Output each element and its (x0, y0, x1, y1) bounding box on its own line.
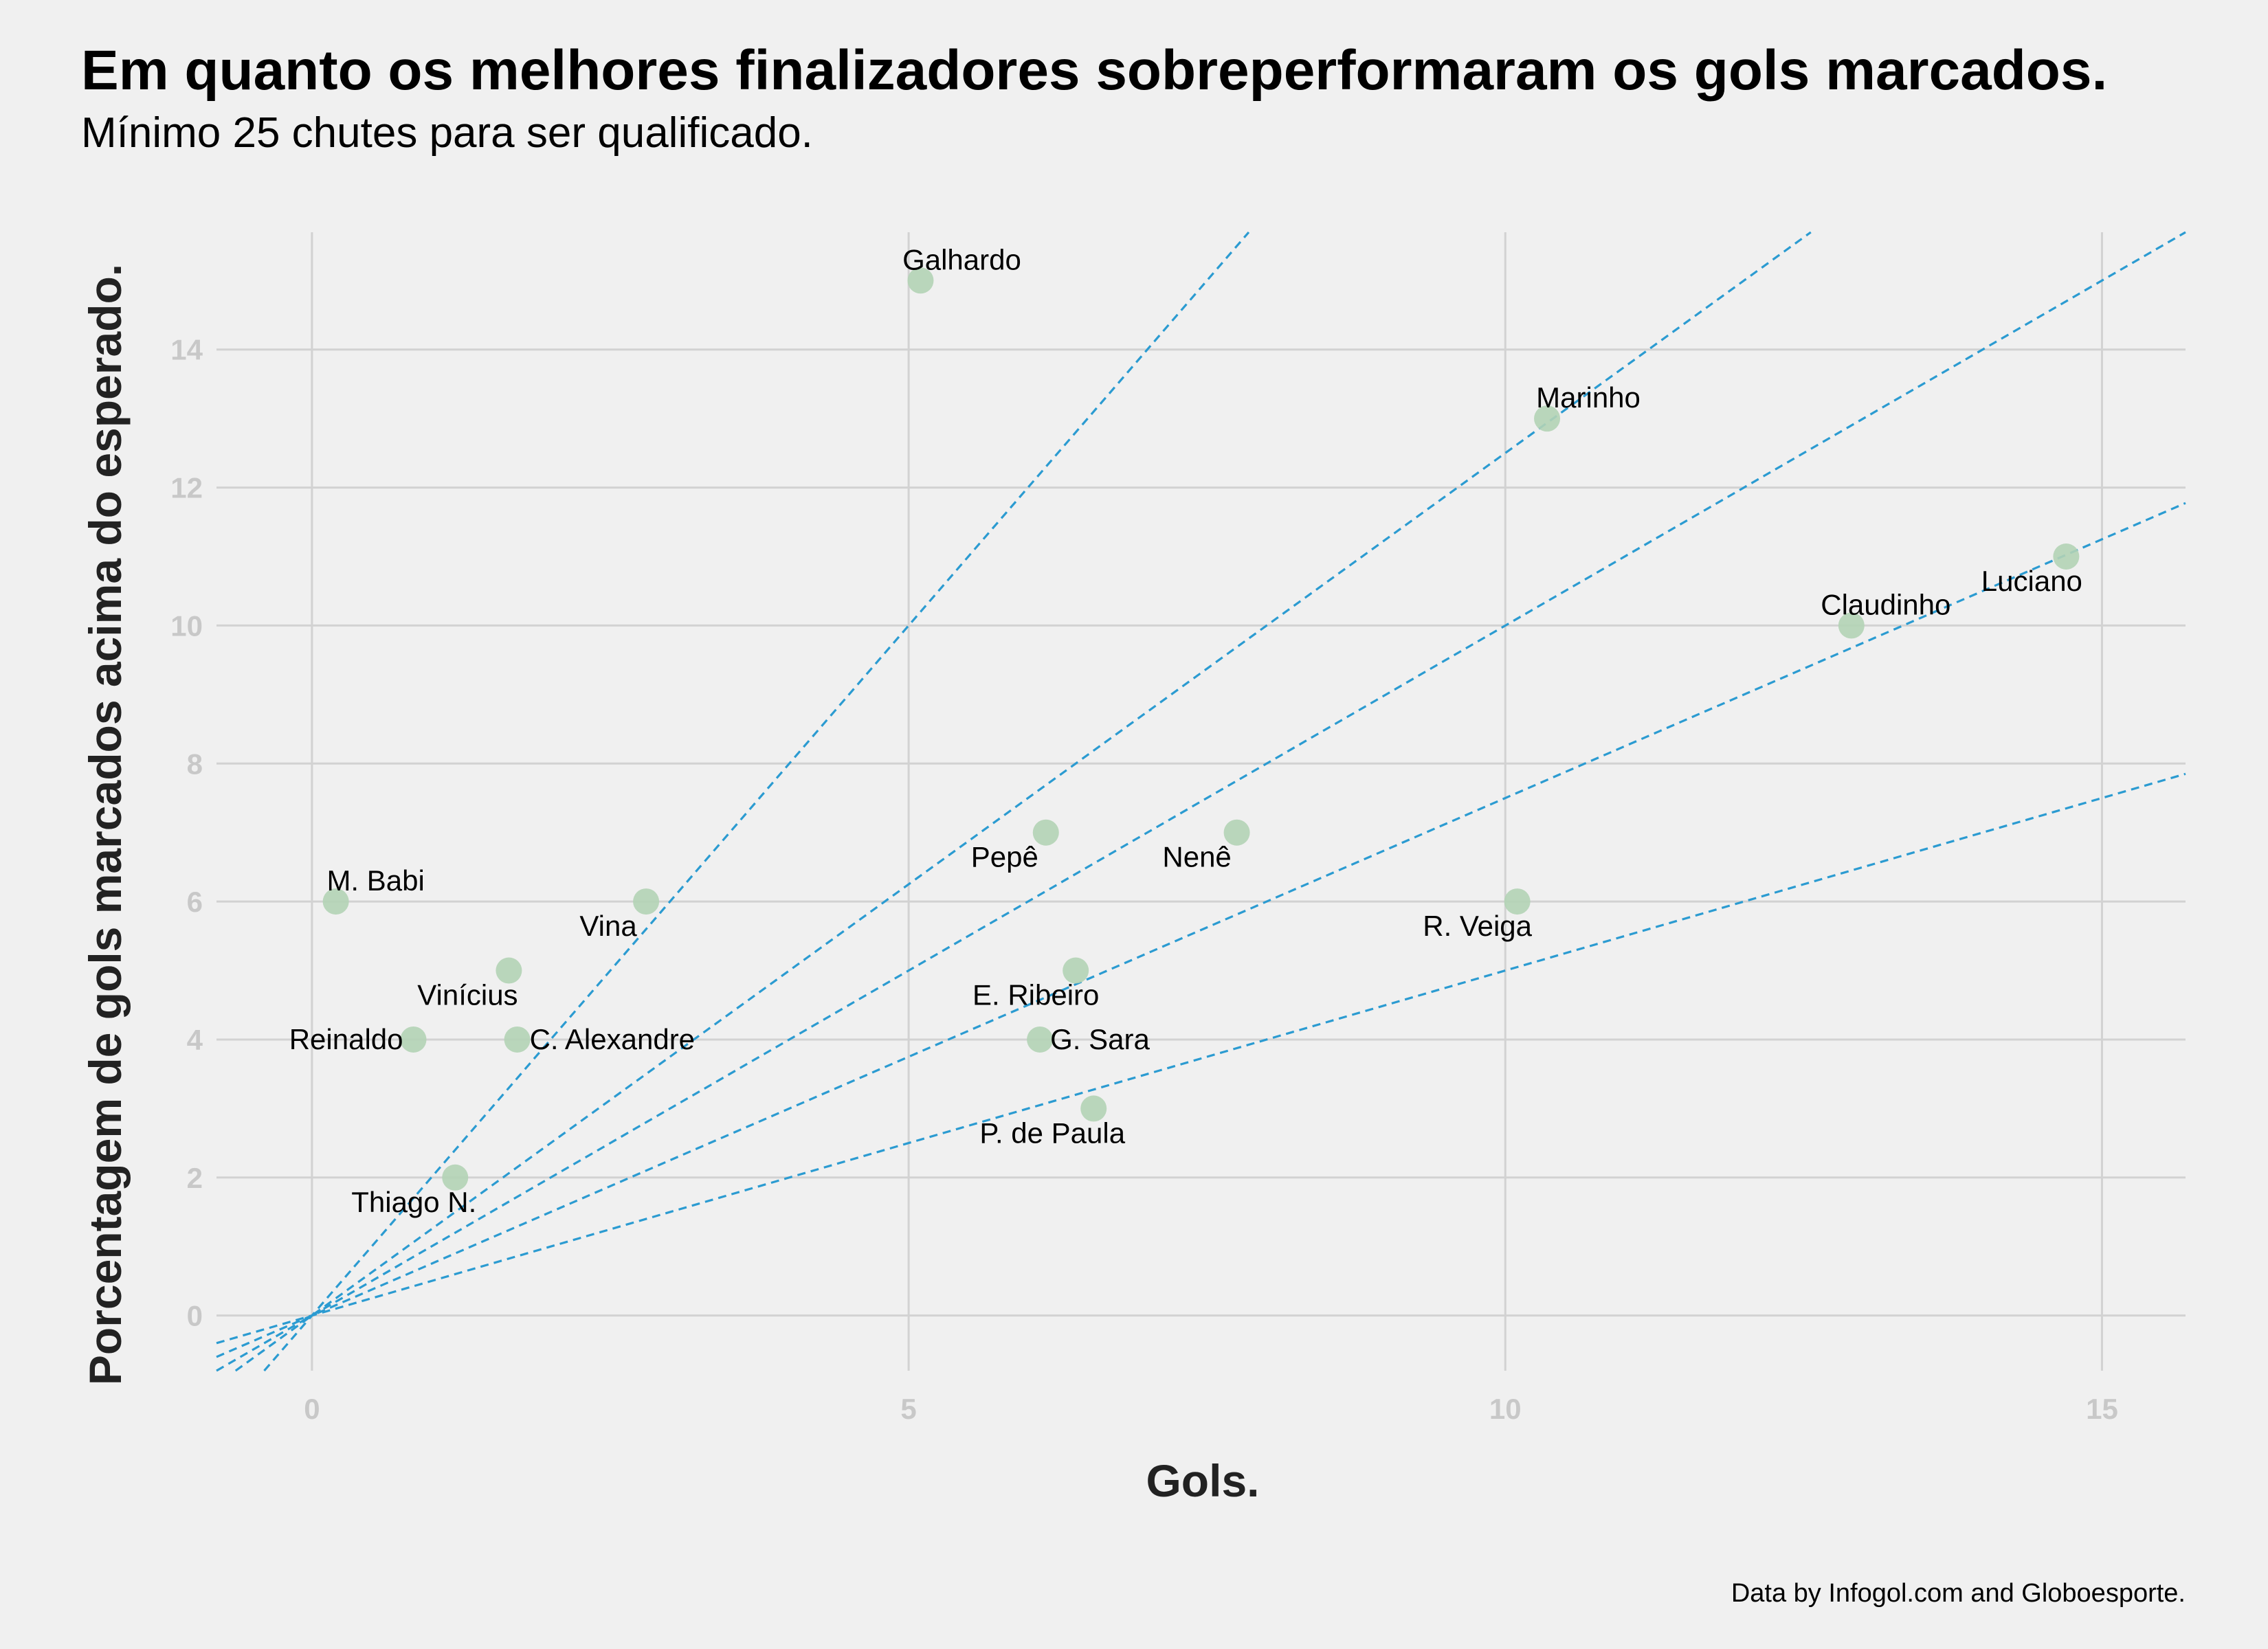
x-axis-title: Gols. (1146, 1455, 1259, 1506)
reference-lines (216, 231, 2186, 1372)
data-point (1032, 819, 1059, 846)
point-label: Pepê (971, 841, 1038, 873)
data-point (1080, 1095, 1107, 1122)
reference-line (234, 231, 1812, 1372)
data-point (633, 888, 660, 915)
x-tick-label: 0 (304, 1393, 320, 1425)
y-tick-label: 0 (187, 1300, 203, 1332)
data-point (496, 957, 522, 984)
x-tick-label: 15 (2086, 1393, 2118, 1425)
x-tick-label: 5 (900, 1393, 916, 1425)
chart-subtitle: Mínimo 25 chutes para ser qualificado. (81, 109, 813, 157)
point-label: C. Alexandre (530, 1023, 695, 1055)
y-tick-label: 8 (187, 748, 203, 780)
point-label: P. de Paula (979, 1117, 1125, 1149)
y-tick-label: 10 (170, 609, 203, 642)
reference-line (216, 231, 2186, 1372)
data-point (1063, 957, 1089, 984)
y-tick-label: 12 (170, 472, 203, 504)
data-point (400, 1026, 427, 1053)
point-label: Nenê (1162, 841, 1231, 873)
data-source-caption: Data by Infogol.com and Globoesporte. (1731, 1579, 2186, 1608)
data-point (1504, 888, 1531, 915)
y-tick-label: 14 (170, 334, 203, 366)
data-points (322, 267, 2080, 1191)
point-label: R. Veiga (1423, 910, 1532, 942)
y-tick-label: 2 (187, 1162, 203, 1194)
data-point (1838, 612, 1865, 639)
point-label: Reinaldo (289, 1023, 403, 1055)
point-label: G. Sara (1050, 1023, 1150, 1055)
point-label: Marinho (1536, 381, 1641, 414)
y-axis-title: Porcentagem de gols marcados acima do es… (80, 264, 131, 1385)
point-label: M. Babi (326, 864, 424, 897)
point-label: Thiago N. (351, 1186, 476, 1218)
tick-labels: 0 5 10 15 0 2 4 6 8 10 12 14 (170, 334, 2118, 1425)
data-point (322, 888, 349, 915)
data-point (442, 1164, 469, 1191)
point-labels: Galhardo Marinho Luciano Claudinho Pepê Nenê M… (289, 243, 2082, 1218)
reference-line (216, 502, 2186, 1358)
data-point (504, 1026, 531, 1053)
x-tick-label: 10 (1489, 1393, 1522, 1425)
data-point (2053, 543, 2080, 570)
reference-line (263, 231, 1250, 1372)
point-label: Vina (579, 910, 637, 942)
data-point (1027, 1026, 1054, 1053)
y-tick-label: 6 (187, 886, 203, 918)
chart-title: Em quanto os melhores finalizadores sobr… (81, 39, 2108, 102)
point-label: Vinícius (417, 979, 518, 1011)
point-label: E. Ribeiro (972, 979, 1099, 1011)
data-point (907, 267, 934, 294)
data-point (1223, 819, 1250, 846)
point-label: Claudinho (1821, 588, 1950, 620)
point-label: Galhardo (902, 243, 1021, 276)
grid-lines (216, 232, 2186, 1371)
reference-line (216, 772, 2186, 1345)
point-label: Luciano (1981, 565, 2082, 597)
y-tick-label: 4 (187, 1024, 203, 1056)
data-point (1534, 405, 1561, 432)
